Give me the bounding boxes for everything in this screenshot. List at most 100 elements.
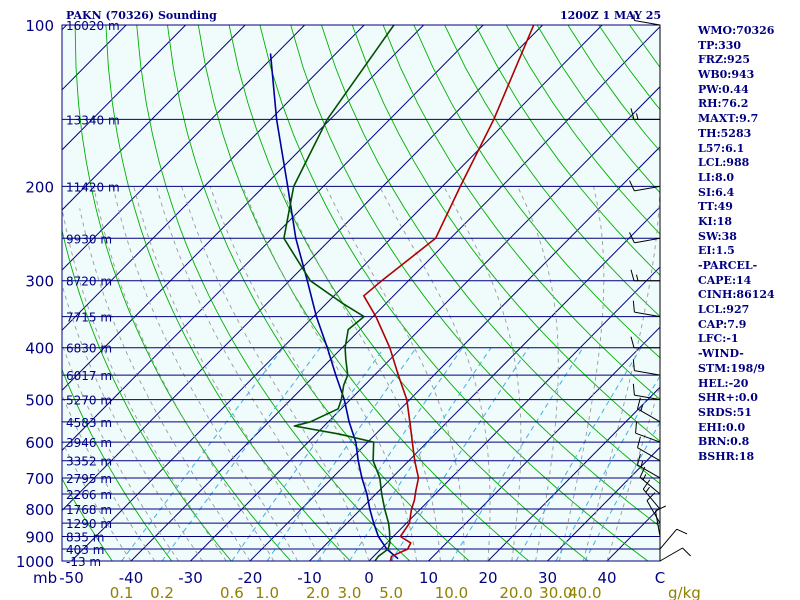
index-item: SI:6.4 xyxy=(698,185,735,199)
index-item: FRZ:925 xyxy=(698,53,751,67)
index-item: MAXT:9.7 xyxy=(698,112,759,126)
index-item: EHI:0.0 xyxy=(698,420,746,434)
wind-barb xyxy=(636,397,661,423)
index-item: CAP:7.9 xyxy=(698,317,747,331)
moist-adiabat-line xyxy=(62,393,156,561)
wind-barb xyxy=(630,269,660,282)
index-item: LI:8.0 xyxy=(698,170,735,184)
index-item: WB0:943 xyxy=(698,68,755,82)
moist-adiabat-line xyxy=(62,440,132,561)
isotherm-line xyxy=(62,25,424,392)
isotherm-line xyxy=(249,146,660,561)
pressure-tick-label: 400 xyxy=(25,340,54,358)
index-item: LFC:-1 xyxy=(698,332,739,346)
pressure-tick-label: 800 xyxy=(25,501,54,519)
index-item: SW:38 xyxy=(698,229,737,243)
height-label: 4583 m xyxy=(66,416,112,430)
moist-adiabat-line xyxy=(606,383,660,561)
height-label: 403 m xyxy=(66,543,104,557)
isotherm-line xyxy=(71,25,603,561)
mixing-ratio-label: 2.0 xyxy=(306,584,330,600)
index-item: KI:18 xyxy=(698,214,733,228)
height-label: 13340 m xyxy=(66,113,120,127)
height-label: 8720 m xyxy=(66,275,112,289)
height-label: 3946 m xyxy=(66,436,112,450)
wind-barb xyxy=(659,528,688,550)
index-item: RH:76.2 xyxy=(698,97,749,111)
height-label: 5270 m xyxy=(66,394,112,408)
index-item: HEL:-20 xyxy=(698,376,749,390)
wind-barb xyxy=(629,180,661,192)
moist-adiabat-line xyxy=(325,186,465,561)
temperature-tick-label: 40 xyxy=(597,569,616,587)
index-item: -WIND- xyxy=(698,347,744,361)
index-item: STM:198/9 xyxy=(698,361,765,375)
wind-barb xyxy=(632,300,661,318)
mixing-ratio-label: 0.6 xyxy=(220,584,244,600)
temperature-tick-label: 0 xyxy=(364,569,374,587)
isotherm-line xyxy=(62,25,305,271)
station-title: PAKN (70326) Sounding xyxy=(66,9,217,22)
mixing-ratio-unit-label: g/kg xyxy=(668,584,701,600)
wind-barb xyxy=(659,547,691,562)
height-label: 2266 m xyxy=(66,488,112,502)
mixing-ratio-label: 1.0 xyxy=(255,584,279,600)
wind-barb xyxy=(632,359,661,376)
pressure-tick-label: 300 xyxy=(25,273,54,291)
temperature-tick-label: -50 xyxy=(59,569,84,587)
height-label: 3352 m xyxy=(66,455,112,469)
height-label: 7715 m xyxy=(66,311,112,325)
stability-indices-list: WMO:70326 TP:330 FRZ:925 WB0:943 PW:0.44 RH:7… xyxy=(698,24,775,465)
wind-barb xyxy=(654,505,667,537)
mixing-ratio-label: 40.0 xyxy=(568,584,601,600)
parcel-trace-line xyxy=(269,53,399,560)
moist-adiabat-line xyxy=(443,186,522,561)
pressure-tick-label: 100 xyxy=(25,17,54,35)
wind-barb xyxy=(630,336,660,349)
isotherm-line xyxy=(62,25,246,211)
index-item: TP:330 xyxy=(698,38,742,52)
pressure-tick-label: 200 xyxy=(25,178,54,196)
temperature-tick-label: 20 xyxy=(478,569,497,587)
isotherm-line xyxy=(309,206,660,561)
temperature-tick-label: 10 xyxy=(419,569,438,587)
mixing-ratio-label: 0.2 xyxy=(150,584,174,600)
index-item: SHR+:0.0 xyxy=(698,391,758,405)
wind-barb xyxy=(636,453,661,479)
pressure-tick-label: 1000 xyxy=(16,553,54,571)
index-item: L57:6.1 xyxy=(698,141,745,155)
moist-adiabat-line xyxy=(62,283,203,561)
isotherm-line xyxy=(547,446,660,561)
wind-barb xyxy=(630,108,660,120)
height-label: 1768 m xyxy=(66,503,112,517)
height-label: 16020 m xyxy=(66,19,120,33)
isotherm-line xyxy=(130,25,660,561)
mixing-ratio-label: 0.1 xyxy=(110,584,134,600)
index-item: TH:5283 xyxy=(698,126,752,140)
temperature-tick-label: -10 xyxy=(297,569,322,587)
height-label: 835 m xyxy=(66,530,104,544)
index-item: TT:49 xyxy=(698,200,733,214)
height-label: 1290 m xyxy=(66,517,112,531)
height-label: 2795 m xyxy=(66,472,112,486)
mixing-ratio-label: 5.0 xyxy=(379,584,403,600)
temperature-trace-line xyxy=(363,25,535,561)
temperature-tick-label: -20 xyxy=(238,569,263,587)
moist-adiabat-line xyxy=(242,186,418,561)
pressure-tick-label: 900 xyxy=(25,528,54,546)
mixing-ratio-label: 3.0 xyxy=(338,584,362,600)
mixing-ratio-label: 20.0 xyxy=(499,584,532,600)
wind-barb xyxy=(635,421,661,443)
mixing-ratio-label: 10.0 xyxy=(435,584,468,600)
isotherm-line xyxy=(62,25,484,452)
isotherm-line xyxy=(428,326,660,561)
isotherm-line xyxy=(487,386,660,561)
pressure-tick-label: 600 xyxy=(25,434,54,452)
isotherm-line xyxy=(62,25,543,512)
plot-lines xyxy=(62,25,660,561)
temperature-tick-label: -30 xyxy=(178,569,203,587)
isotherm-line xyxy=(62,25,186,151)
moist-adiabat-line xyxy=(181,186,370,561)
index-item: PW:0.44 xyxy=(698,82,749,96)
